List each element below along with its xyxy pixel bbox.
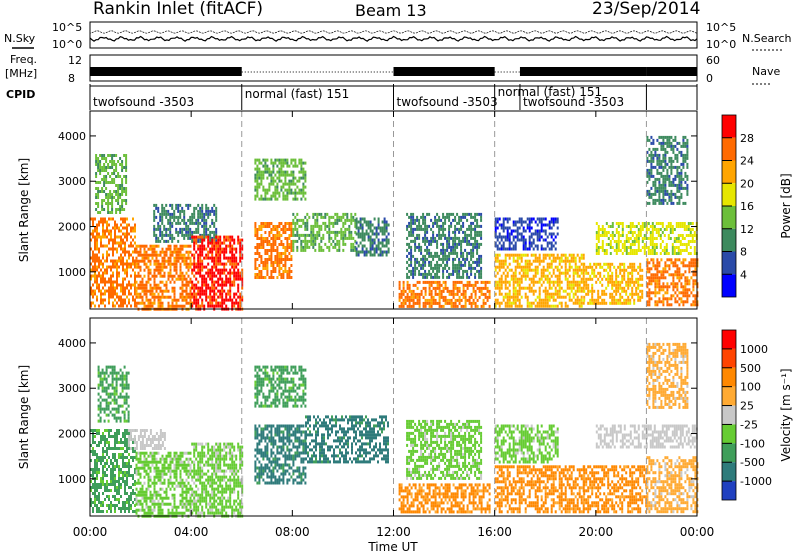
cpid-segment-label: twofsound -3503 [523,95,624,109]
y-tick-label: 2000 [58,221,86,234]
colorbar-swatch [722,115,736,138]
colorbar-swatch [722,462,736,481]
noise-trace [90,31,697,41]
colorbar-swatch [722,183,736,206]
freq-block [520,67,646,76]
y-tick-label: 3000 [58,175,86,188]
y-tick-label: 1000 [58,473,86,486]
x-tick-label: 04:00 [174,525,209,539]
colorbar-swatch [722,424,736,443]
nsky-label: N.Sky [4,32,36,45]
nave-label: Nave [752,65,780,78]
colorbar-swatch [722,481,736,500]
y-axis-label: Slant Range [km] [17,158,31,262]
freq-block [90,67,242,76]
colorbar-swatch [722,368,736,387]
freq-tick-high: 12 [68,54,82,67]
x-tick-label: 00:00 [73,525,108,539]
colorbar-swatch [722,330,736,349]
cpid-segment-label: twofsound -3503 [93,95,194,109]
x-tick-label: 20:00 [579,525,614,539]
cpid-row: twofsound -3503 normal (fast) 151 twofsoun… [90,84,697,110]
freq-trace [90,67,697,76]
colorbar-label: Velocity [m s⁻¹] [779,368,793,461]
power-panel: 1000 2000 3000 4000 Slant Range [km] [17,111,698,311]
colorbar-tick-label: -500 [740,456,765,469]
colorbar-swatch [722,349,736,368]
nave-tick-low: 0 [706,72,713,85]
colorbar-swatch [722,161,736,184]
nave-tick-high: 60 [706,54,720,67]
velocity-echo-region [406,420,482,480]
velocity-panel: 1000 2000 3000 4000 Slant Range [km] [17,318,698,518]
colorbar-tick-label: 12 [740,223,754,236]
y-tick-label: 2000 [58,428,86,441]
date-title: 23/Sep/2014 [592,0,700,19]
colorbar-tick-label: 20 [740,177,754,190]
noise-panel-frame [90,22,697,48]
colorbar-tick-label: -25 [740,418,758,431]
colorbar-tick-label: 1000 [740,343,768,356]
colorbar-tick-label: 16 [740,200,754,213]
noise-left-tick-high: 10^5 [52,21,82,34]
colorbar-swatch [722,138,736,161]
colorbar-swatch [722,206,736,229]
freq-tick-low: 8 [68,72,75,85]
time-axis: 00:00 04:00 08:00 12:00 16:00 20:00 00:00 [73,525,715,539]
station-title: Rankin Inlet (fitACF) [93,0,263,19]
y-tick-label: 4000 [58,337,86,350]
colorbar-swatch [722,252,736,275]
x-tick-label: 16:00 [477,525,512,539]
cpid-segment-label: twofsound -3503 [397,95,498,109]
colorbar-tick-label: -100 [740,437,765,450]
nsky-trace [90,37,697,42]
noise-left-tick-low: 10^0 [52,38,82,51]
x-tick-label: 12:00 [376,525,411,539]
cpid-segment-label: normal (fast) 151 [245,87,349,101]
noise-right-tick-low: 10^0 [706,38,736,51]
freq-label-line2: [MHz] [5,67,37,80]
colorbar-tick-label: 4 [740,268,747,281]
colorbar-tick-label: 25 [740,400,754,413]
freq-block [394,67,495,76]
beam-title: Beam 13 [355,1,427,20]
colorbar-swatch [722,387,736,406]
freq-label-line1: Freq. [10,53,37,66]
cpid-label: CPID [6,88,35,101]
x-tick-label: 08:00 [275,525,310,539]
nsearch-label: N.Search [742,32,792,45]
velocity-echo-region [254,425,306,485]
colorbar-swatch [722,274,736,297]
colorbar-tick-label: 500 [740,362,761,375]
colorbar-tick-label: 28 [740,132,754,145]
y-tick-label: 4000 [58,130,86,143]
power-colorbar: 28 24 20 16 12 8 4 Power [dB] [722,115,793,297]
colorbar-label: Power [dB] [779,173,793,238]
x-axis-label: Time UT [367,540,418,554]
y-axis-label: Slant Range [km] [17,365,31,469]
freq-block [646,67,697,76]
y-tick-label: 3000 [58,382,86,395]
nsearch-trace [90,31,697,33]
colorbar-tick-label: -1000 [740,475,772,488]
colorbar-swatch [722,406,736,425]
noise-right-tick-high: 10^5 [706,21,736,34]
y-tick-label: 1000 [58,266,86,279]
colorbar-tick-label: 8 [740,246,747,259]
colorbar-tick-label: 100 [740,381,761,394]
x-tick-label: 00:00 [680,525,715,539]
colorbar-tick-label: 24 [740,155,754,168]
colorbar-swatch [722,229,736,252]
velocity-colorbar: 1000 500 100 25 -25 -100 -500 -1000 Velocity [m … [722,330,793,500]
colorbar-swatch [722,443,736,462]
